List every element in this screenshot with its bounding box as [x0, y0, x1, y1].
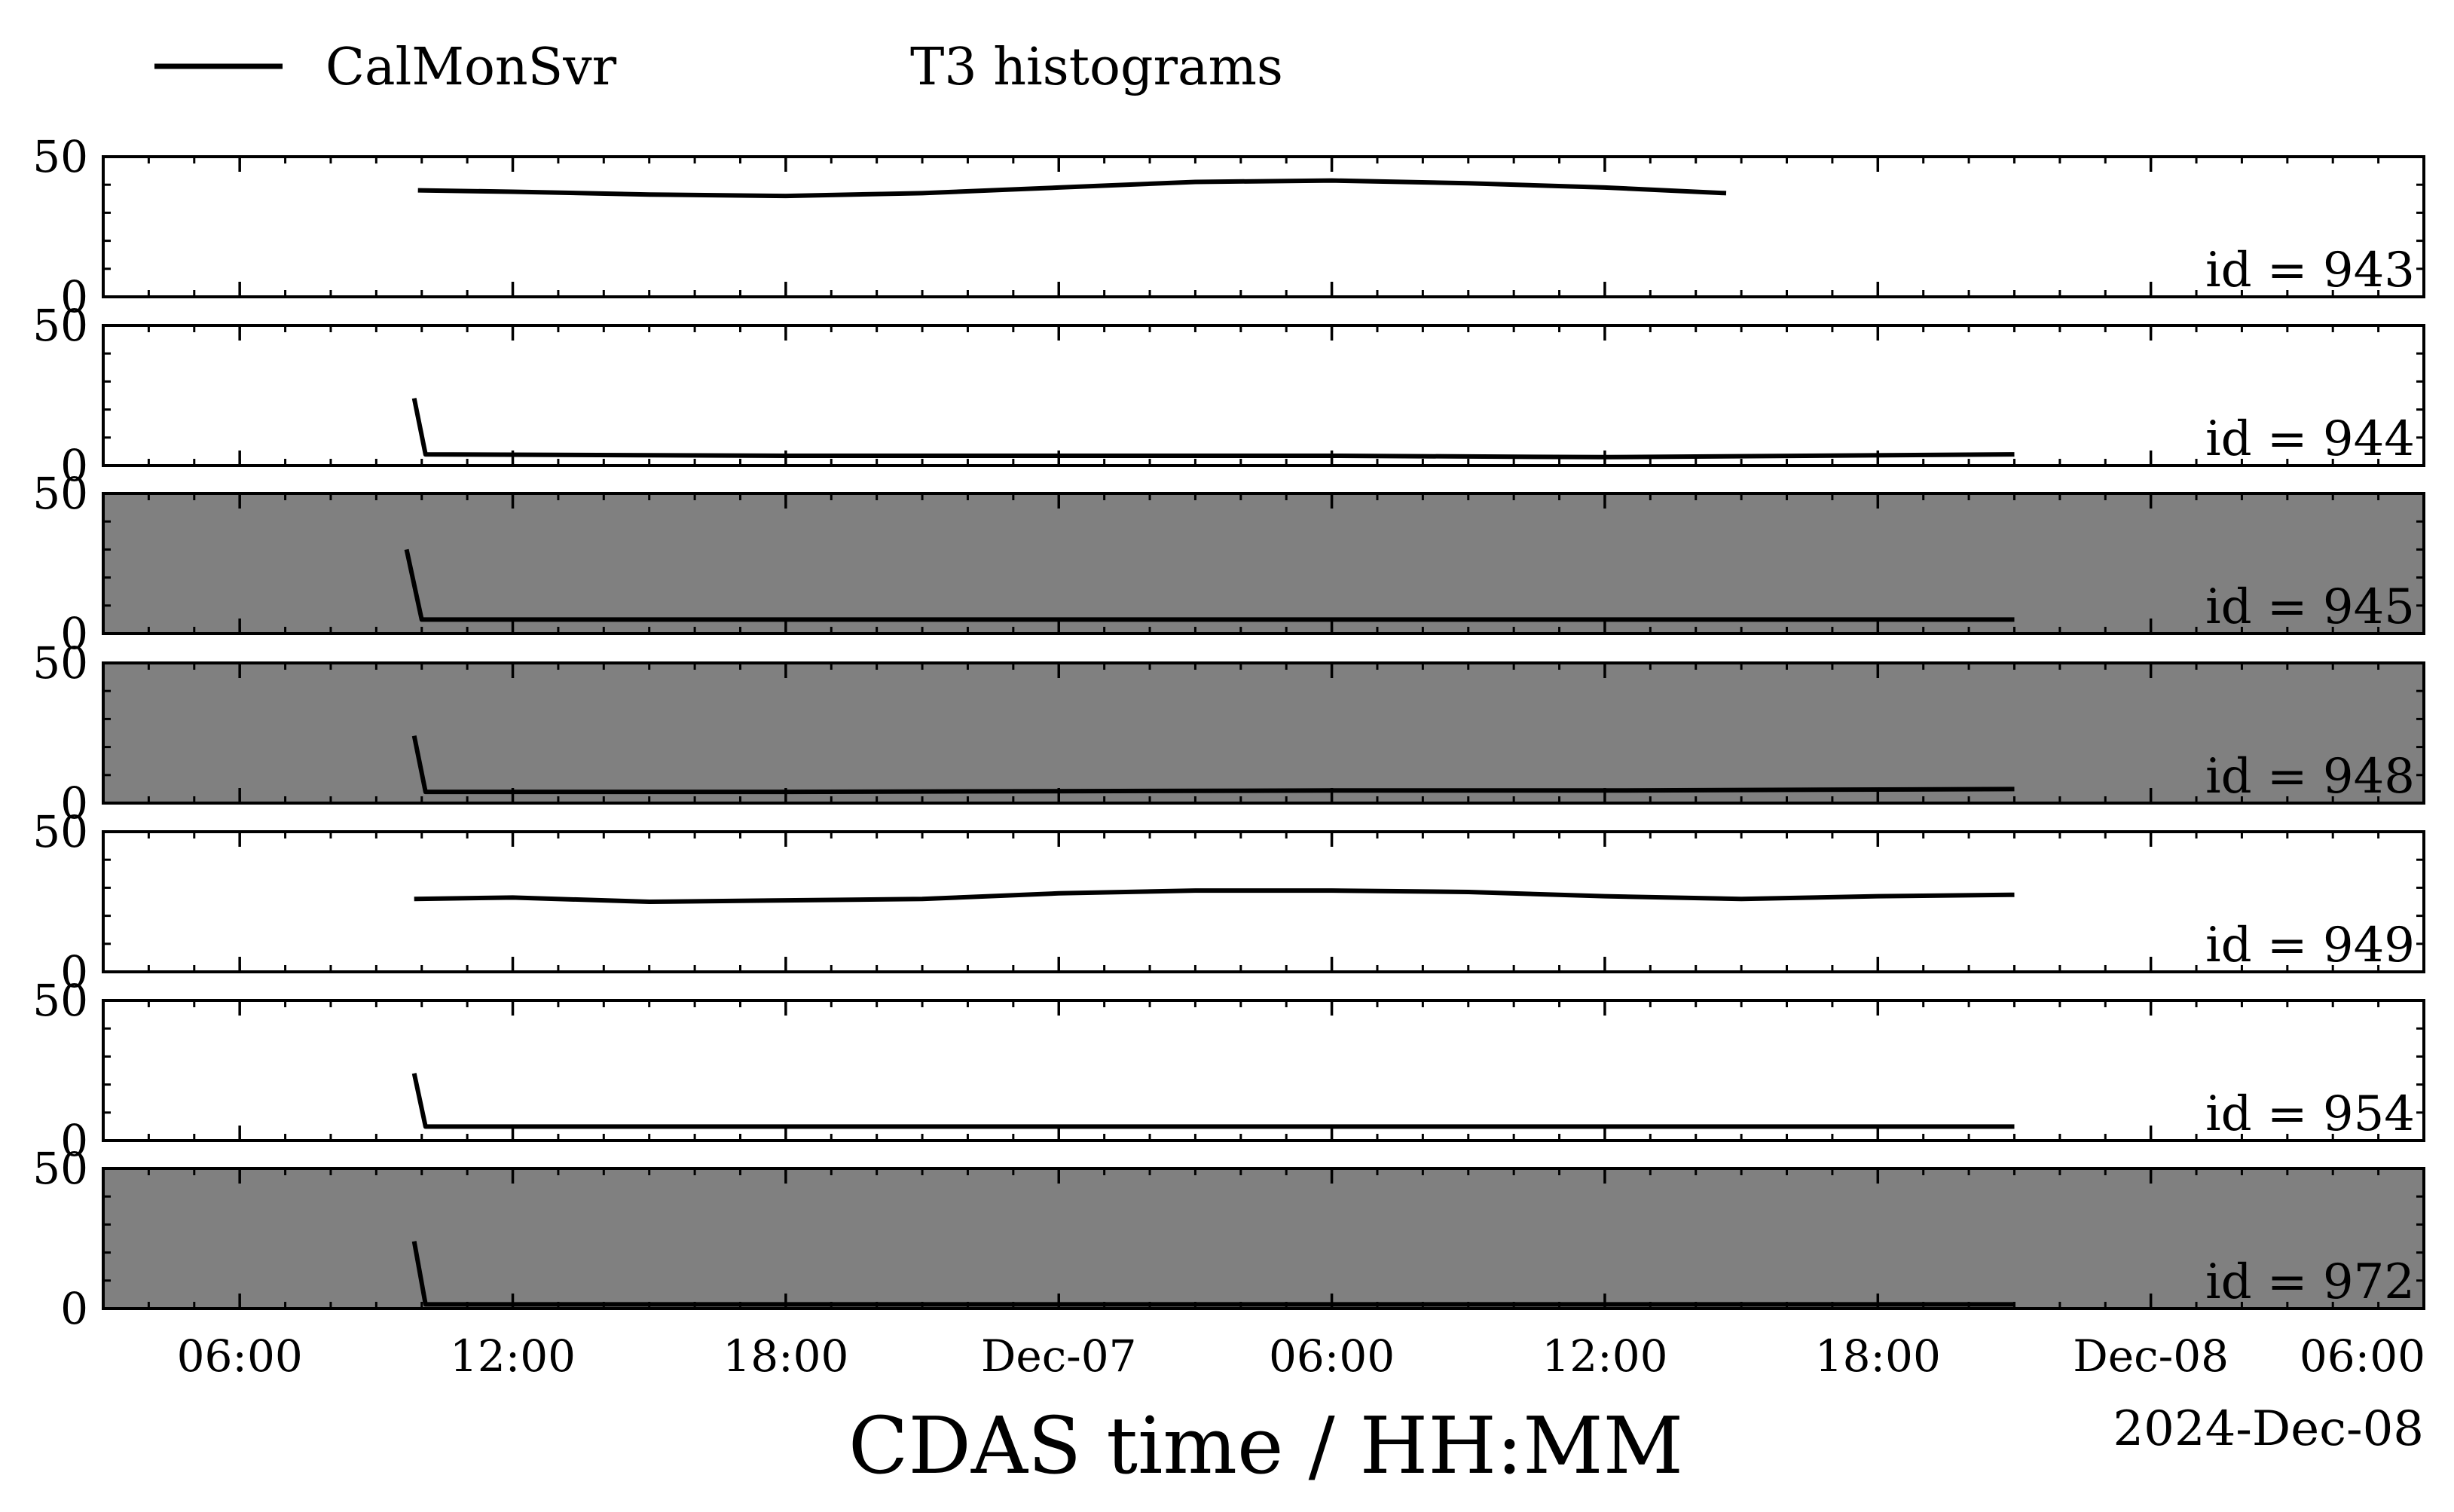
- panel-4: 50 0 id = 948: [32, 637, 2425, 829]
- y-tick-label-min: 0: [60, 608, 88, 659]
- panel-id-label: id = 945: [2205, 579, 2415, 635]
- panel-frame: [102, 661, 2425, 805]
- y-tick-label-min: 0: [60, 1283, 88, 1334]
- panel-id-label: id = 948: [2205, 749, 2415, 805]
- series-line: [404, 548, 2015, 622]
- x-tick-label: Dec-07: [981, 1330, 1137, 1382]
- panel-id-label: id = 944: [2205, 411, 2415, 467]
- panel-7: 50 0 id = 972: [32, 1143, 2425, 1334]
- series-line: [411, 1073, 2015, 1129]
- panel-3: 50 0 id = 945: [32, 468, 2425, 659]
- y-tick-label-min: 0: [60, 946, 88, 997]
- date-label: 2024-Dec-08: [2113, 1401, 2424, 1457]
- y-tick-label-max: 50: [32, 637, 88, 689]
- x-tick-label: 12:00: [1542, 1330, 1667, 1382]
- x-tick-label: 12:00: [450, 1330, 576, 1382]
- y-tick-label-min: 0: [60, 1115, 88, 1166]
- panel-frame: [102, 155, 2425, 298]
- x-tick-label: 18:00: [1815, 1330, 1941, 1382]
- panel-id-label: id = 949: [2205, 918, 2415, 973]
- series-line: [411, 735, 2015, 795]
- x-tick-label: 06:00: [2300, 1330, 2425, 1382]
- y-tick-label-max: 50: [32, 806, 88, 857]
- panel-frame: [102, 830, 2425, 973]
- x-tick-label: 06:00: [1269, 1330, 1395, 1382]
- legend-title: T3 histograms: [910, 38, 1283, 97]
- panel-6: 50 0 id = 954: [32, 975, 2425, 1166]
- panel-frame: [102, 999, 2425, 1142]
- y-tick-label-min: 0: [60, 777, 88, 829]
- x-tick-label: 18:00: [723, 1330, 848, 1382]
- y-tick-label-max: 50: [32, 300, 88, 351]
- x-tick-labels: 06:00 12:00 18:00 Dec-07 06:00 12:00 18:00 Dec-…: [177, 1330, 2425, 1382]
- legend-line-label: CalMonSvr: [325, 38, 617, 97]
- series-line: [411, 1241, 2015, 1307]
- panel-id-label: id = 943: [2205, 243, 2415, 298]
- panel-2: 50 0 id = 944: [32, 300, 2425, 491]
- y-tick-label-min: 0: [60, 440, 88, 491]
- panel-id-label: id = 972: [2205, 1254, 2415, 1310]
- series-line: [411, 398, 2015, 460]
- x-tick-label: 06:00: [177, 1330, 303, 1382]
- panel-frame: [102, 1167, 2425, 1310]
- y-tick-label-max: 50: [32, 131, 88, 182]
- x-axis-label: CDAS time / HH:MM: [848, 1400, 1683, 1492]
- panel-frame: [102, 492, 2425, 635]
- series-line: [417, 178, 1727, 199]
- y-tick-label-min: 0: [60, 271, 88, 322]
- panel-frame: [102, 324, 2425, 467]
- series-line: [414, 888, 2015, 904]
- panel-1: 50 0 id = 943: [32, 131, 2425, 322]
- y-tick-label-max: 50: [32, 468, 88, 519]
- panel-id-label: id = 954: [2205, 1086, 2415, 1142]
- y-tick-label-max: 50: [32, 975, 88, 1026]
- x-tick-label: Dec-08: [2073, 1330, 2229, 1382]
- panel-5: 50 0 id = 949: [32, 806, 2425, 997]
- y-tick-label-max: 50: [32, 1143, 88, 1194]
- legend: CalMonSvr T3 histograms: [154, 38, 1283, 97]
